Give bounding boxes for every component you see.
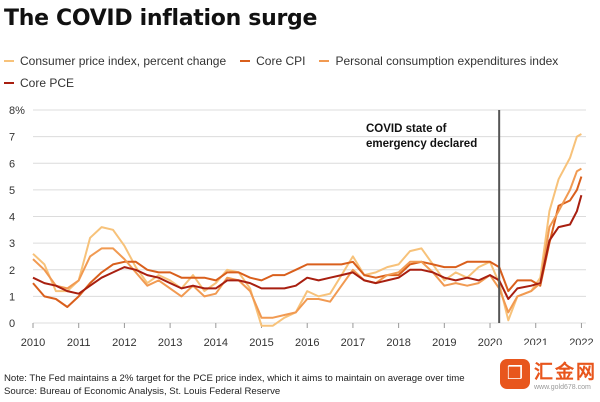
legend: Consumer price index, percent change Cor… [4, 50, 594, 94]
legend-item-pce: Personal consumption expenditures index [319, 54, 558, 68]
y-tick-label: 2 [9, 265, 15, 277]
y-tick-label: 8% [9, 105, 25, 117]
x-tick-label: 2016 [295, 337, 319, 349]
legend-label-core-cpi: Core CPI [256, 54, 306, 68]
series-line-core-cpi [32, 176, 583, 308]
legend-item-cpi: Consumer price index, percent change [4, 54, 226, 68]
x-tick-label: 2011 [67, 337, 91, 349]
x-axis-ticks: 2010 2011 2012 2013 2014 2015 2016 2017 2018 2019… [21, 323, 594, 349]
legend-item-core-pce: Core PCE [4, 76, 74, 90]
x-tick-label: 2012 [112, 337, 136, 349]
y-tick-label: 3 [9, 238, 15, 250]
x-tick-label: 2015 [249, 337, 273, 349]
x-tick-label: 2019 [432, 337, 456, 349]
footnote: Note: The Fed maintains a 2% target for … [4, 372, 504, 398]
grid [33, 109, 586, 324]
legend-item-core-cpi: Core CPI [240, 54, 305, 68]
series-line-personal-consumption-expenditures-index [32, 167, 582, 319]
legend-swatch-cpi [4, 60, 14, 62]
covid-annotation-line1: COVID state of [366, 123, 447, 135]
legend-row: Core PCE [4, 72, 594, 94]
legend-swatch-core-cpi [240, 60, 251, 62]
y-tick-label: 0 [9, 318, 15, 330]
x-tick-label: 2010 [21, 337, 45, 349]
chart-title: The COVID inflation surge [4, 6, 318, 31]
x-tick-label: 2014 [204, 337, 228, 349]
y-tick-label: 4 [9, 212, 15, 224]
y-tick-label: 1 [9, 291, 15, 303]
watermark-logo-icon: ❒ [500, 358, 530, 389]
source-text: Source: Bureau of Economic Analysis, St.… [4, 386, 281, 397]
legend-label-core-pce: Core PCE [20, 76, 75, 90]
x-tick-label: 2017 [341, 337, 365, 349]
y-tick-label: 5 [9, 185, 15, 197]
series-line-consumer-price-index-percent-change [32, 133, 582, 327]
y-tick-label: 7 [9, 132, 15, 144]
note-text: Note: The Fed maintains a 2% target for … [4, 373, 465, 384]
watermark-text: 汇金网 www.gold678.com [534, 357, 597, 391]
x-tick-label: 2018 [386, 337, 410, 349]
watermark-url: www.gold678.com [534, 383, 591, 391]
series-lines [32, 133, 583, 327]
legend-label-cpi: Consumer price index, percent change [20, 54, 227, 68]
watermark: ❒ 汇金网 www.gold678.com [492, 345, 600, 402]
legend-swatch-pce [319, 60, 330, 62]
x-tick-label: 2013 [158, 337, 182, 349]
legend-row: Consumer price index, percent change Cor… [4, 50, 594, 72]
watermark-brand: 汇金网 [534, 360, 598, 383]
legend-label-pce: Personal consumption expenditures index [335, 54, 559, 68]
y-axis-ticks: 0 1 2 3 4 5 6 7 8% [9, 105, 25, 330]
series-line-core-pce [32, 194, 583, 300]
legend-swatch-core-pce [4, 82, 14, 84]
covid-annotation-line2: emergency declared [366, 138, 477, 150]
y-tick-label: 6 [9, 158, 15, 170]
